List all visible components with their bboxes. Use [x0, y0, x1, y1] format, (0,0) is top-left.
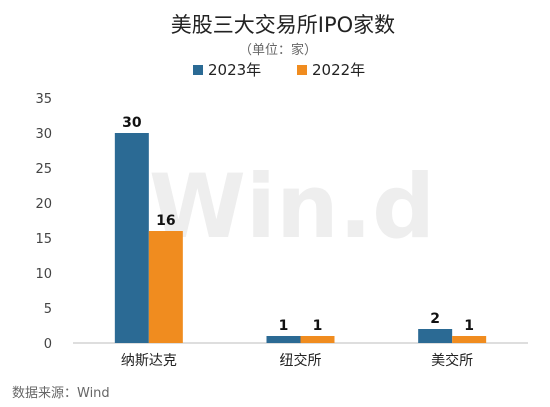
y-tick-label: 0 [44, 337, 52, 352]
y-tick-label: 20 [35, 197, 52, 212]
y-tick-label: 15 [35, 232, 52, 247]
chart-title: 美股三大交易所IPO家数 [171, 13, 395, 37]
x-axis: 纳斯达克 纽交所 美交所 [73, 342, 528, 369]
legend: 2023年 2022年 [193, 61, 365, 79]
x-tick-label: 美交所 [431, 352, 473, 369]
bar [418, 329, 453, 343]
y-tick-label: 10 [35, 267, 52, 282]
legend-label: 2022年 [312, 61, 365, 79]
x-tick-label: 纳斯达克 [121, 353, 177, 369]
y-tick-label: 25 [35, 162, 52, 177]
legend-label: 2023年 [208, 61, 261, 79]
y-tick-label: 35 [35, 92, 52, 107]
wind-watermark: Win.d [149, 155, 435, 258]
data-label: 1 [464, 318, 474, 334]
y-tick-label: 5 [44, 302, 52, 317]
legend-swatch [193, 65, 203, 75]
data-labels: 30 16 1 1 2 1 [122, 115, 474, 334]
bar [452, 336, 487, 343]
source-note: 数据来源：Wind [12, 386, 110, 401]
data-label: 16 [156, 213, 175, 229]
chart-subtitle: （单位：家） [239, 42, 317, 58]
bar [300, 336, 335, 343]
bars [114, 133, 487, 343]
bar [148, 231, 183, 343]
data-label: 1 [279, 318, 289, 334]
y-axis: 0 5 10 15 20 25 30 35 [35, 92, 52, 352]
bar [266, 336, 301, 343]
data-label: 30 [122, 115, 142, 131]
bar [114, 133, 149, 343]
legend-swatch [297, 65, 307, 75]
y-tick-label: 30 [35, 127, 52, 142]
data-label: 1 [313, 318, 323, 334]
x-tick-label: 纽交所 [280, 352, 322, 369]
data-label: 2 [430, 311, 440, 327]
